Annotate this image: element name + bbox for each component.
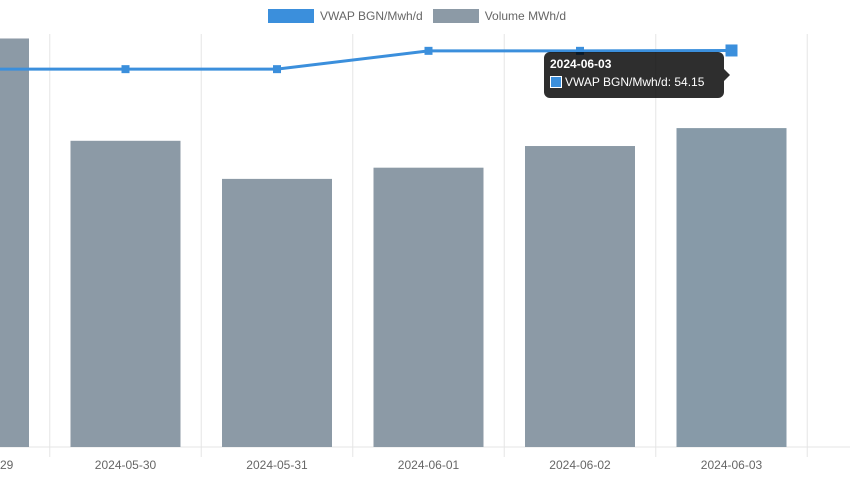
volume-bar[interactable] [373, 167, 484, 448]
legend-item-vwap[interactable]: VWAP BGN/Mwh/d [268, 9, 423, 23]
x-tick-label: 2024-05-30 [95, 458, 157, 472]
tooltip-swatch [550, 76, 562, 88]
volume-bar[interactable] [676, 128, 787, 448]
x-tick-label: 2024-06-03 [701, 458, 763, 472]
vwap-line-series [0, 44, 738, 74]
x-axis-ticks: 29 2024-05-30 2024-05-31 2024-06-01 2024-06-… [0, 458, 763, 472]
vwap-point[interactable] [424, 46, 433, 55]
legend-swatch-vwap [268, 9, 314, 23]
tooltip-arrow [724, 69, 730, 81]
legend-swatch-volume [432, 9, 479, 23]
vwap-line [0, 48, 732, 71]
legend-label-volume: Volume MWh/d [484, 9, 567, 23]
vwap-point[interactable] [273, 65, 281, 74]
tooltip-title: 2024-06-03 [550, 57, 612, 71]
tooltip-text: VWAP BGN/Mwh/d: 54.15 [565, 75, 705, 89]
chart-legend: VWAP BGN/Mwh/d Volume MWh/d [268, 9, 576, 23]
legend-item-volume[interactable]: Volume MWh/d [432, 9, 567, 23]
vwap-point[interactable] [121, 65, 130, 74]
x-tick-label: 2024-05-31 [246, 458, 308, 472]
x-tick-label: 2024-06-02 [549, 458, 611, 472]
volume-bar[interactable] [0, 38, 29, 447]
vwap-point[interactable] [725, 44, 738, 57]
legend-label-vwap: VWAP BGN/Mwh/d [320, 9, 423, 23]
x-tick-label: 2024-06-01 [398, 458, 460, 472]
vwap-point[interactable] [576, 46, 584, 55]
volume-bar[interactable] [525, 146, 635, 447]
chart-tooltip: 2024-06-03 VWAP BGN/Mwh/d: 54.15 [544, 52, 724, 98]
volume-bars [0, 38, 787, 448]
volume-bar[interactable] [222, 178, 332, 447]
volume-bar[interactable] [70, 140, 181, 447]
tooltip-line: VWAP BGN/Mwh/d: 54.15 [550, 75, 718, 89]
x-tick-label: 29 [0, 458, 14, 472]
